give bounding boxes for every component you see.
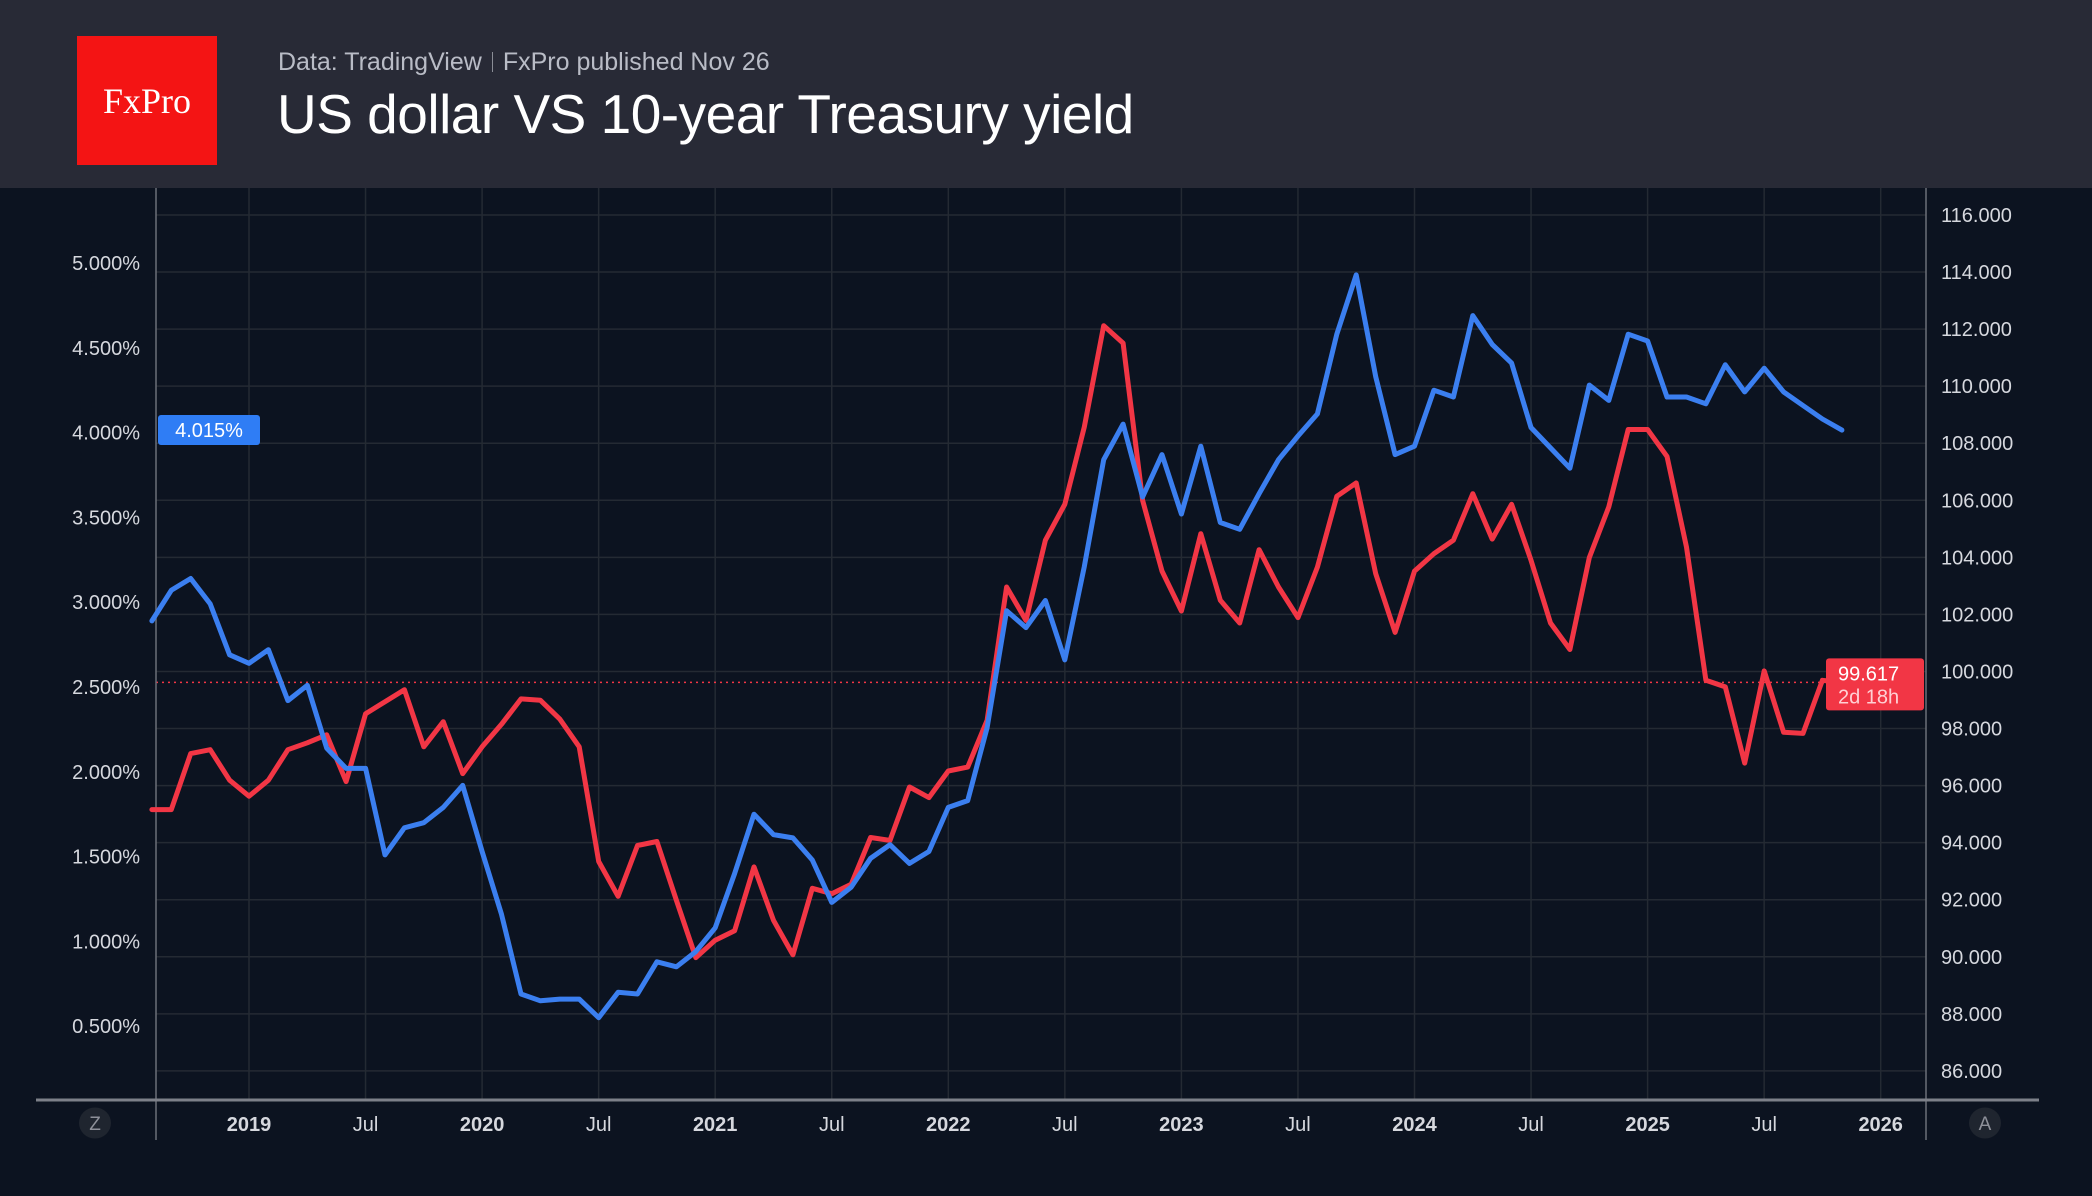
left-tick-label: 5.000% — [72, 253, 140, 275]
chart-title: US dollar VS 10-year Treasury yield — [277, 83, 1134, 145]
right-tick-label: 96.000 — [1941, 776, 2002, 798]
data-source: Data: TradingView — [278, 48, 482, 76]
button-bg — [79, 1107, 111, 1139]
countdown-label: 2d 18h — [1838, 686, 1899, 708]
right-tick-label: 94.000 — [1941, 833, 2002, 855]
x-tick-label: 2024 — [1392, 1114, 1437, 1136]
right-tick-label: 112.000 — [1941, 319, 2012, 341]
yield-tag-bg — [158, 415, 260, 446]
x-tick-label: 2022 — [926, 1114, 971, 1136]
x-tick-label: Jul — [1285, 1114, 1311, 1136]
right-tick-label: 86.000 — [1941, 1061, 2002, 1083]
yield-series-line — [149, 272, 1845, 1021]
left-tick-label: 1.000% — [72, 931, 140, 953]
left-tick-label: 3.000% — [72, 592, 140, 614]
x-tick-label: 2020 — [460, 1114, 505, 1136]
separator — [491, 52, 493, 72]
left-tick-label: 2.500% — [72, 677, 140, 699]
grid — [156, 188, 1926, 1100]
left-tick-label: 0.500% — [72, 1016, 140, 1038]
button-label: A — [1979, 1114, 1992, 1135]
right-tick-label: 104.000 — [1941, 547, 2013, 569]
right-tick-label: 100.000 — [1941, 661, 2013, 683]
published-date: FxPro published Nov 26 — [502, 48, 770, 76]
x-tick-label: 2021 — [693, 1114, 738, 1136]
tick-labels: 86.000 88.000 90.000 92.000 94.000 96.000 98.0… — [72, 205, 2013, 1136]
x-tick-label: 2025 — [1625, 1114, 1670, 1136]
right-tick-label: 116.000 — [1941, 205, 2012, 227]
button-label: Z — [89, 1114, 101, 1135]
right-tick-label: 90.000 — [1941, 947, 2002, 969]
subtitle: Data: TradingView FxPro published Nov 26 — [278, 48, 770, 77]
left-tick-label: 1.500% — [72, 847, 140, 869]
x-tick-label: Jul — [1751, 1114, 1777, 1136]
left-tick-label: 3.500% — [72, 507, 140, 529]
right-tick-label: 114.000 — [1941, 262, 2012, 284]
x-tick-label: Jul — [1052, 1114, 1078, 1136]
right-tick-label: 110.000 — [1941, 376, 2012, 398]
header: FxPro Data: TradingView FxPro published N… — [0, 0, 2092, 188]
auto-scale-button[interactable]: A — [1969, 1107, 2001, 1139]
x-tick-label: Jul — [1518, 1114, 1544, 1136]
right-tick-label: 98.000 — [1941, 719, 2002, 741]
x-tick-label: 2023 — [1159, 1114, 1204, 1136]
right-tick-label: 92.000 — [1941, 890, 2002, 912]
left-tick-label: 4.500% — [72, 338, 140, 360]
left-tick-label: 4.000% — [72, 423, 140, 445]
x-tick-label: 2026 — [1858, 1114, 1903, 1136]
x-tick-label: Jul — [819, 1114, 845, 1136]
zoom-z-button[interactable]: Z — [79, 1107, 111, 1139]
left-tick-label: 2.000% — [72, 762, 140, 784]
yield-tag-label: 4.015% — [175, 420, 243, 442]
right-tick-label: 102.000 — [1941, 604, 2013, 626]
button-bg — [1969, 1107, 2001, 1139]
right-tick-label: 88.000 — [1941, 1004, 2002, 1026]
x-tick-label: Jul — [353, 1114, 379, 1136]
right-tick-label: 106.000 — [1941, 490, 2013, 512]
dollar-series-line — [149, 323, 1845, 961]
x-tick-label: Jul — [586, 1114, 612, 1136]
dollar-tag-bg — [1826, 658, 1924, 711]
dollar-tag-label: 99.617 — [1838, 663, 1899, 685]
fxpro-logo: FxPro — [77, 36, 217, 165]
right-tick-label: 108.000 — [1941, 433, 2013, 455]
x-tick-label: 2019 — [227, 1114, 272, 1136]
